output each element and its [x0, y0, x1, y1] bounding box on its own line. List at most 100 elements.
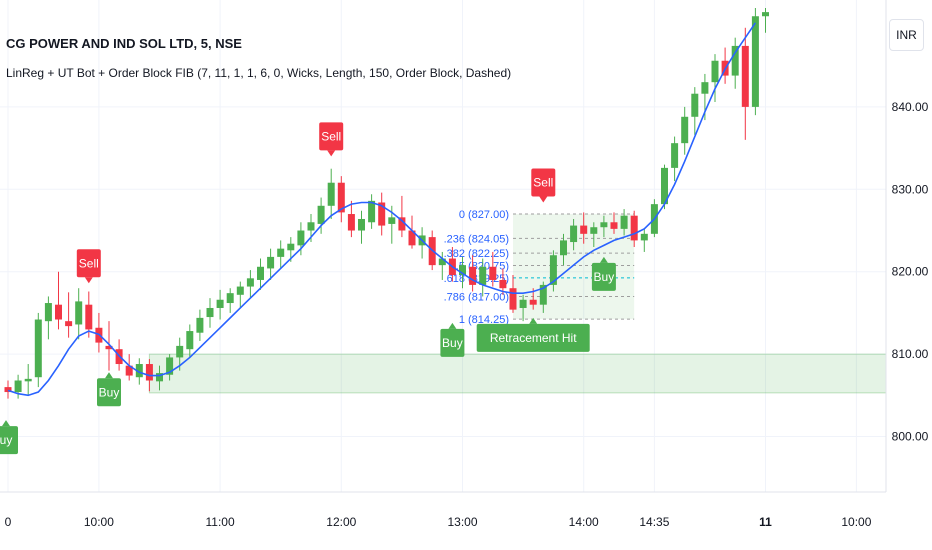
fib-level-label: 1 (814.25) [459, 314, 509, 326]
candle-body [267, 256, 275, 269]
candle-body [65, 321, 73, 327]
indicator-legend: LinReg + UT Bot + Order Block FIB (7, 11… [6, 66, 511, 80]
candle-body [731, 45, 739, 76]
candle-body [580, 225, 588, 234]
candle-body [509, 288, 517, 310]
sell-signal-label: Sell [79, 256, 99, 270]
symbol-title: CG POWER AND IND SOL LTD, 5, NSE [6, 36, 242, 51]
candle-body [44, 303, 52, 322]
candle-body [661, 167, 668, 205]
buy-signal-box [476, 323, 590, 352]
candle-body [246, 278, 254, 287]
sell-signal-label: Sell [321, 129, 341, 143]
fib-level-label: 0 (827.00) [459, 209, 509, 221]
candle-body [327, 182, 335, 206]
candle-body [681, 116, 689, 144]
candle-body [519, 299, 527, 308]
candle-body [590, 227, 598, 234]
grid [0, 0, 886, 492]
linreg-layer [7, 22, 757, 397]
candle-body [479, 266, 487, 285]
candle-body [236, 286, 244, 295]
candle-body [388, 217, 396, 224]
signal-pointer [448, 322, 457, 329]
fib-level-label: .786 (817.00) [444, 291, 509, 303]
buy-signal-box [440, 328, 465, 357]
candle-body [287, 243, 295, 251]
candle-body [75, 301, 83, 325]
candle-body [630, 215, 638, 241]
axes-layer: 800.00 810.00 820.00 830.00 840.00 0 10:00 11:0… [0, 0, 929, 529]
candle-body [560, 240, 567, 256]
y-tick-label: 800.00 [892, 430, 929, 444]
x-tick-label: 14:00 [569, 515, 599, 529]
signal-pointer [84, 277, 93, 284]
candle-body [741, 45, 749, 107]
candle-body [196, 317, 204, 333]
candle-body [408, 230, 416, 246]
candle-body [539, 284, 547, 305]
candle-body [347, 214, 355, 231]
candle-body [358, 218, 365, 231]
x-tick-label: 10:00 [84, 515, 114, 529]
y-tick-label: 810.00 [892, 347, 929, 361]
candle-body [610, 222, 618, 229]
fib-level-label: .236 (824.05) [444, 233, 509, 245]
y-tick-label: 840.00 [892, 100, 929, 114]
candle-body [751, 16, 759, 107]
candle-body [549, 255, 557, 285]
signal-pointer [327, 150, 336, 157]
candle-body [166, 357, 174, 375]
demand-zone-layer [148, 353, 887, 394]
candle-body [105, 345, 113, 350]
candle-body [257, 266, 264, 280]
signal-pointer [529, 317, 538, 324]
order-block-zone [148, 353, 887, 394]
fib-level-label: .382 (822.25) [444, 248, 509, 260]
candle-body [4, 387, 12, 393]
x-tick-label: 12:00 [326, 515, 356, 529]
candle-body [297, 230, 305, 246]
sell-signal-box [531, 168, 556, 197]
candle-body [368, 200, 376, 223]
candle-body [459, 265, 466, 276]
candle-body [469, 266, 477, 285]
currency-label: INR [896, 28, 917, 42]
candle-body [701, 82, 709, 94]
candle-body [762, 12, 769, 17]
buy-signal-label: Buy [594, 270, 615, 284]
candle-body [600, 222, 608, 228]
candle-body [570, 225, 578, 243]
candle-body [489, 266, 497, 280]
buy-signal-label: uy [0, 433, 12, 447]
candle-body [317, 205, 325, 224]
y-tick-label: 830.00 [892, 182, 929, 196]
candle-body [34, 319, 42, 378]
buy-signal-box [591, 262, 616, 291]
candle-body [529, 299, 537, 305]
signal-pointer [599, 256, 608, 263]
signal-pointer [2, 420, 10, 427]
x-tick-label: 10:00 [841, 515, 871, 529]
candle-body [206, 307, 214, 318]
candle-body [135, 364, 143, 378]
candle-body [145, 364, 153, 381]
x-tick-label: 14:35 [639, 515, 669, 529]
candle-body [378, 202, 386, 226]
candle-body [186, 331, 194, 350]
signal-pointer [539, 196, 548, 203]
x-tick-label: 0 [5, 515, 12, 529]
signals-layer: Sell Sell Sell Buy Buy Buy Retracement Hit uy [0, 122, 616, 455]
candle-body [277, 248, 285, 257]
buy-signal-label: Retracement Hit [490, 331, 577, 345]
candle-body [226, 293, 234, 304]
candle-body [640, 233, 648, 241]
currency-button[interactable]: INR [889, 19, 924, 51]
candle-body [216, 299, 224, 308]
candle-body [398, 217, 406, 231]
buy-signal-box [0, 426, 18, 455]
candle-body [55, 304, 62, 320]
sell-signal-box [319, 122, 344, 151]
